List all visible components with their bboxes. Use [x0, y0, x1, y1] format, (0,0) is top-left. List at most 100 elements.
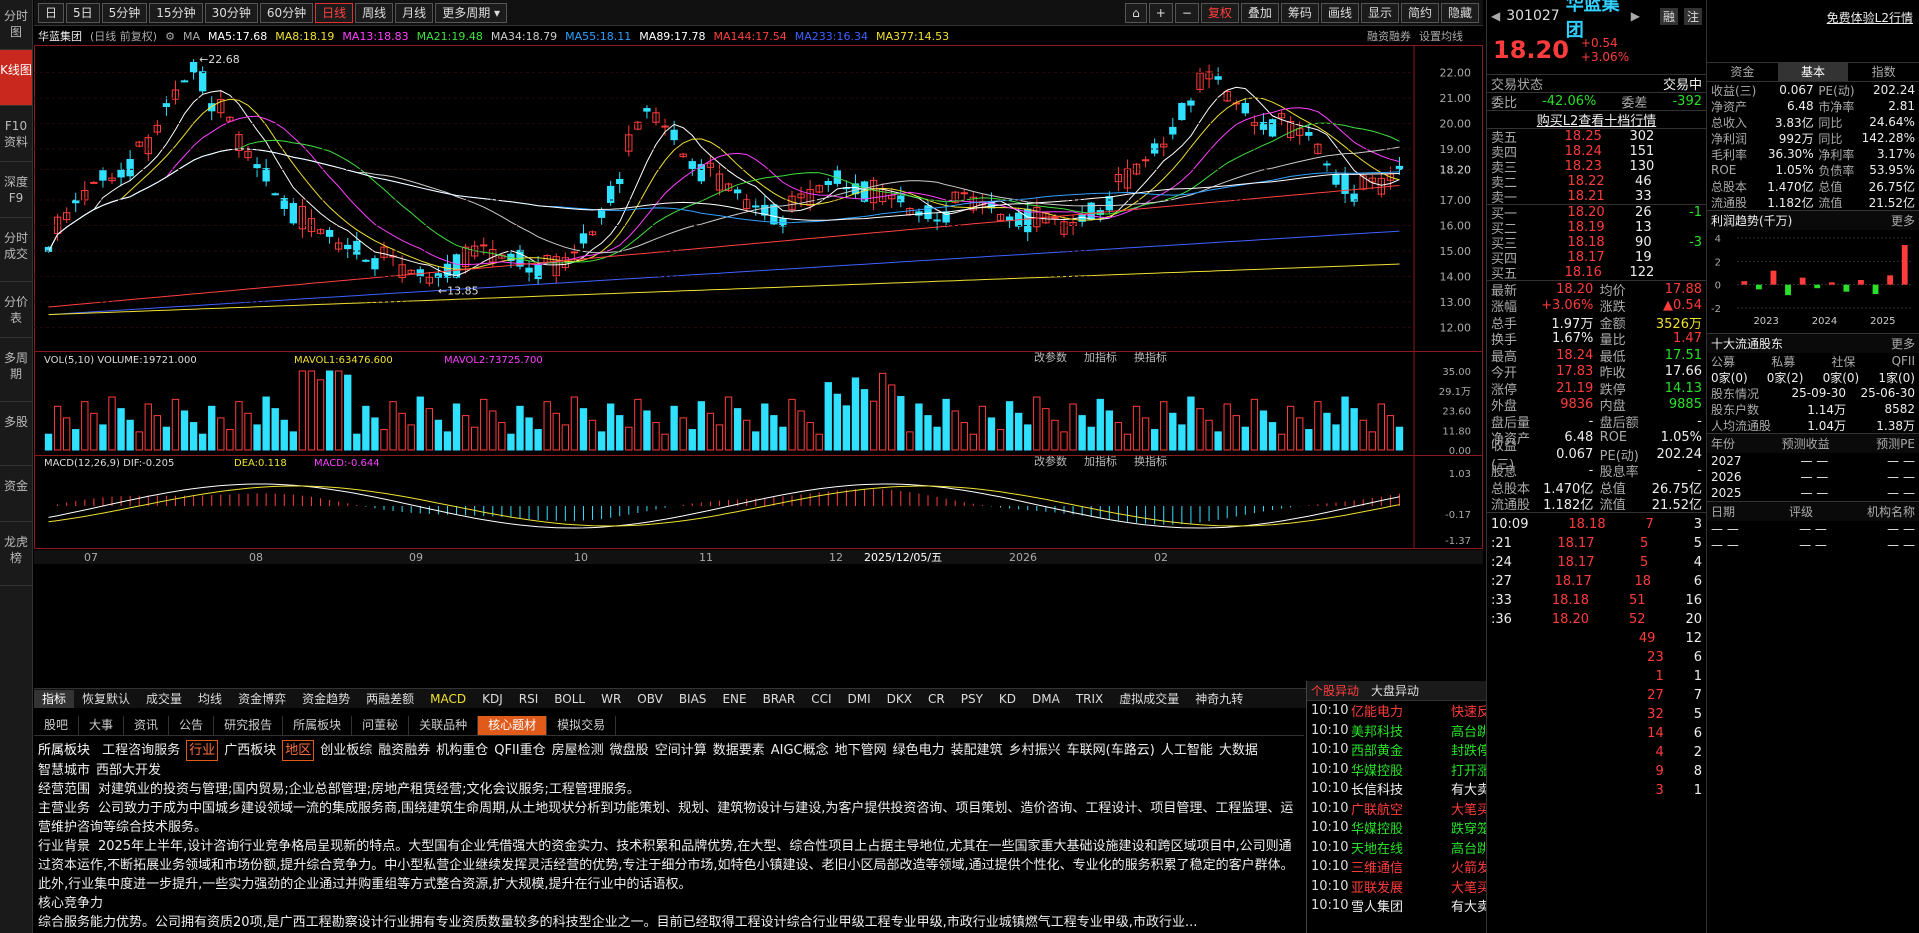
info-tab[interactable]: 关联品种 [409, 716, 479, 735]
fuquan-button[interactable]: 复权 [1200, 3, 1239, 23]
candle-body[interactable] [1024, 208, 1032, 233]
candle-body[interactable] [344, 244, 352, 250]
candle-body[interactable] [1223, 90, 1231, 102]
indicator-tab[interactable]: BRAR [762, 691, 796, 706]
chips-button[interactable]: 筹码 [1280, 3, 1319, 23]
candle-body[interactable] [289, 203, 298, 224]
candle-body[interactable] [579, 233, 588, 244]
period-daily-line[interactable]: 日线 [315, 2, 354, 23]
sub-panel-button[interactable]: 改参数 [1034, 350, 1067, 364]
candle-body[interactable] [171, 89, 180, 100]
candle-body[interactable] [797, 193, 805, 199]
candle-body[interactable] [815, 185, 823, 193]
draw-button[interactable]: 画线 [1320, 3, 1359, 23]
indicator-tab[interactable]: 资金博弈 [238, 691, 287, 706]
sub-panel-button[interactable]: 换指标 [1134, 350, 1167, 364]
candle-body[interactable] [1332, 174, 1340, 185]
candle-body[interactable] [298, 205, 307, 230]
candle-body[interactable] [480, 244, 488, 247]
candle-body[interactable] [733, 189, 742, 194]
nav-dragon-tiger[interactable]: 龙虎榜 [0, 522, 32, 586]
candle-body[interactable] [1368, 177, 1376, 183]
nav-multi-period[interactable]: 多周期 [0, 338, 32, 402]
candle-body[interactable] [634, 121, 642, 130]
plate-tag[interactable]: 智慧城市 [38, 763, 91, 778]
candle-body[interactable] [208, 103, 216, 112]
candle-body[interactable] [226, 116, 234, 122]
indicator-tab[interactable]: MACD [430, 691, 467, 706]
indicator-tab[interactable]: WR [601, 691, 622, 706]
candle-body[interactable] [235, 134, 243, 151]
candle-body[interactable] [307, 218, 316, 233]
plate-tag[interactable]: 绿色电力 [892, 743, 945, 758]
buy-level[interactable]: 买四 18.17 19 [1487, 250, 1706, 267]
candle-body[interactable] [1214, 76, 1222, 80]
candle-body[interactable] [198, 71, 207, 92]
candle-body[interactable] [525, 267, 533, 273]
display-button[interactable]: 显示 [1360, 3, 1399, 23]
candle-body[interactable] [144, 137, 152, 155]
indicator-tab[interactable]: 指标 [34, 689, 75, 708]
indicator-tab[interactable]: DMA [1032, 691, 1060, 706]
nav-timeshare[interactable]: 分时图 [0, 0, 32, 50]
plate-tag[interactable]: 地区 [282, 740, 315, 761]
indicator-tab[interactable]: DKX [886, 691, 912, 706]
candle-body[interactable] [1178, 103, 1186, 121]
plate-tag[interactable]: 装配建筑 [950, 743, 1003, 758]
indicator-tab[interactable]: 恢复默认 [82, 691, 131, 706]
candle-body[interactable] [1150, 143, 1159, 154]
candle-body[interactable] [951, 191, 959, 203]
nav-f9[interactable]: 深度F9 [0, 162, 32, 218]
free-l2-link[interactable]: 免费体验L2行情 [1826, 10, 1913, 25]
candle-body[interactable] [180, 80, 189, 83]
candle-body[interactable] [362, 259, 370, 262]
candle-body[interactable] [715, 173, 724, 191]
candle-body[interactable] [1395, 165, 1404, 170]
info-tab[interactable]: 研究报告 [214, 716, 284, 735]
prev-stock-icon[interactable]: ◀ [1491, 9, 1501, 23]
candle-body[interactable] [316, 229, 325, 234]
info-tab[interactable]: 股吧 [34, 716, 80, 735]
holders-more-link[interactable]: 更多 [1890, 337, 1915, 351]
candle-body[interactable] [706, 162, 715, 168]
candle-body[interactable] [924, 205, 932, 220]
candle-body[interactable] [806, 189, 814, 206]
simple-button[interactable]: 简约 [1400, 3, 1439, 23]
margin-badge[interactable]: 融 [1659, 7, 1678, 25]
indicator-tab[interactable]: 资金趋势 [302, 691, 351, 706]
overlay-button[interactable]: 叠加 [1240, 3, 1279, 23]
indicator-tab[interactable]: PSY [960, 691, 983, 706]
candle-body[interactable] [1286, 120, 1295, 138]
candle-body[interactable] [1305, 132, 1313, 136]
nav-price-table[interactable]: 分价表 [0, 282, 32, 338]
nav-f10[interactable]: F10资料 [0, 106, 32, 162]
fund-tab[interactable]: 资金 [1730, 65, 1755, 79]
candle-body[interactable] [1377, 177, 1386, 195]
gear-icon[interactable]: ⚙ [165, 29, 175, 43]
candle-body[interactable] [1241, 102, 1250, 114]
candle-body[interactable] [108, 177, 116, 182]
candle-body[interactable] [1296, 128, 1304, 136]
period-more[interactable]: 更多周期 ▾ [435, 2, 508, 23]
nav-trades[interactable]: 分时成交 [0, 218, 32, 282]
kline-chart[interactable]: VOL(5,10) VOLUME:19721.000 MAVOL1:63476.6… [34, 45, 1483, 670]
candle-body[interactable] [244, 150, 252, 159]
plate-tag[interactable]: 工程咨询服务 [102, 743, 181, 758]
candle-body[interactable] [1123, 168, 1132, 189]
candle-body[interactable] [1205, 71, 1213, 80]
candle-body[interactable] [661, 125, 669, 128]
candle-body[interactable] [217, 99, 225, 114]
candle-body[interactable] [1187, 100, 1195, 106]
tab-stock-alerts[interactable]: 个股异动 [1311, 684, 1360, 698]
info-tab[interactable]: 公告 [169, 716, 215, 735]
candle-body[interactable] [688, 161, 696, 169]
info-tab[interactable]: 大事 [79, 716, 125, 735]
sell-level[interactable]: 卖三 18.23 130 [1487, 159, 1706, 176]
candle-body[interactable] [1268, 119, 1277, 137]
candle-body[interactable] [452, 254, 461, 278]
candle-body[interactable] [1160, 143, 1168, 148]
candle-body[interactable] [761, 204, 769, 216]
indicator-tab[interactable]: 成交量 [146, 691, 183, 706]
candle-body[interactable] [597, 210, 606, 218]
candle-body[interactable] [697, 164, 706, 182]
